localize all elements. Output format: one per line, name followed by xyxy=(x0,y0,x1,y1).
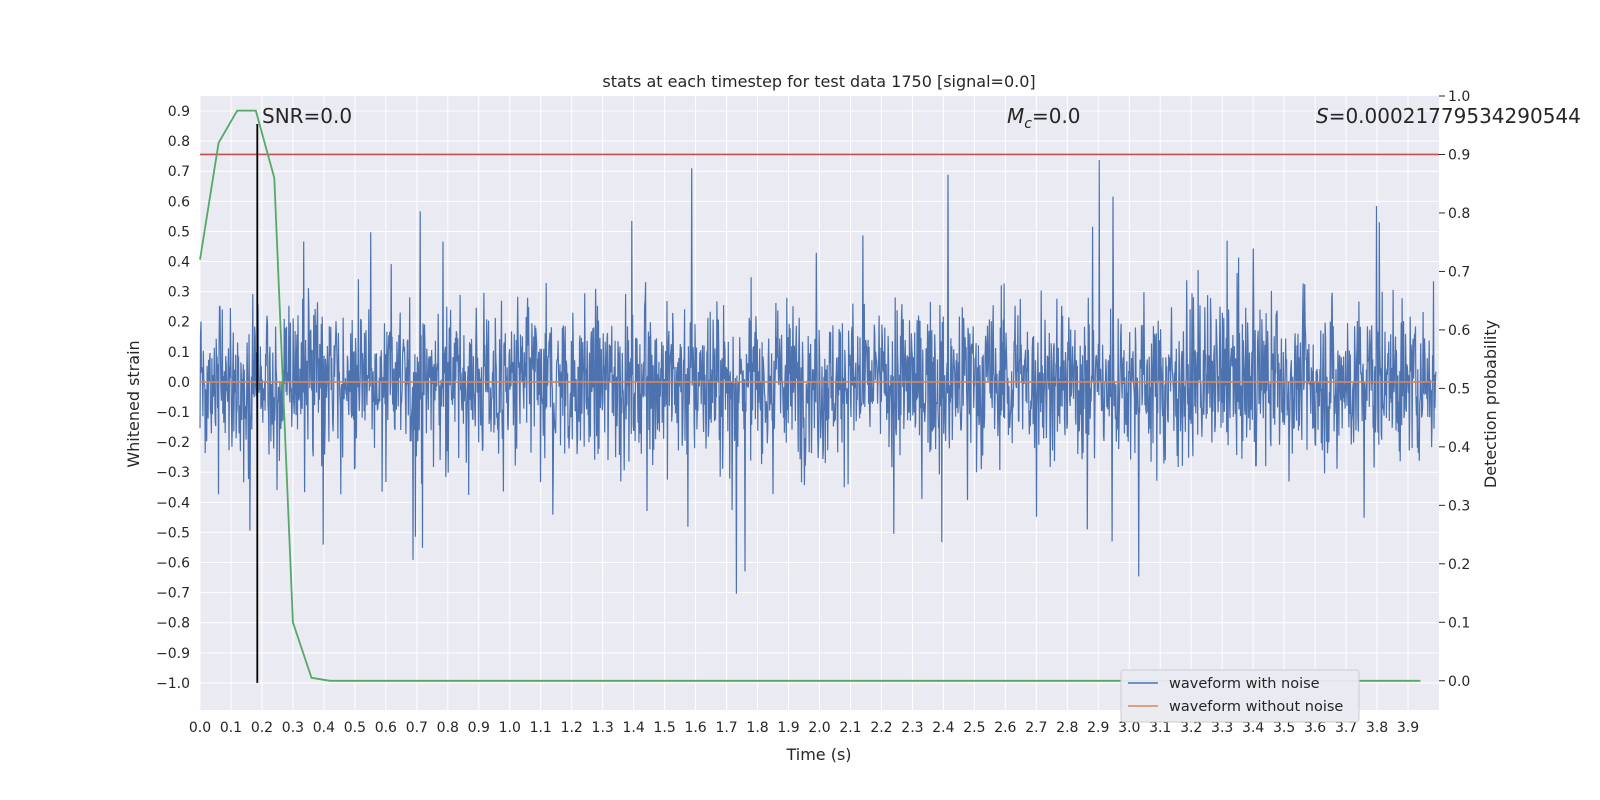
x-tick-label: 3.6 xyxy=(1304,720,1326,736)
x-tick-label: 1.2 xyxy=(561,720,583,736)
x-tick-label: 0.7 xyxy=(406,720,428,736)
y-tick-label: −0.4 xyxy=(156,495,190,511)
x-tick-label: 2.3 xyxy=(901,720,923,736)
y-tick-label: 0.5 xyxy=(168,224,190,240)
series-lines xyxy=(199,109,1439,683)
noise-series xyxy=(199,159,1437,594)
y2-tick-label: 0.2 xyxy=(1448,557,1470,573)
y-axis-label: Whitened strain xyxy=(124,340,143,467)
x-tick-label: 0.4 xyxy=(313,720,335,736)
x-tick-label: 2.6 xyxy=(994,720,1016,736)
y2-tick-label: 0.8 xyxy=(1448,206,1470,222)
y-tick-label: 0.9 xyxy=(168,104,190,120)
x-tick-label: 2.7 xyxy=(1025,720,1047,736)
y2-tick-label: 0.6 xyxy=(1448,323,1470,339)
x-tick-label: 3.9 xyxy=(1397,720,1419,736)
x-tick-label: 3.0 xyxy=(1118,720,1140,736)
x-tick-label: 2.0 xyxy=(808,720,830,736)
x-tick-label: 2.9 xyxy=(1087,720,1109,736)
mc-symbol: M xyxy=(1007,104,1024,128)
x-tick-label: 3.5 xyxy=(1273,720,1295,736)
y-tick-label: 0.4 xyxy=(168,255,190,271)
mc-annotation: Mc=0.0 xyxy=(1007,104,1081,132)
x-tick-label: 1.4 xyxy=(623,720,645,736)
y-tick-label: 0.0 xyxy=(168,375,190,391)
x-tick-label: 1.0 xyxy=(499,720,521,736)
y-tick-label: −0.2 xyxy=(156,435,190,451)
x-tick-label: 3.3 xyxy=(1211,720,1233,736)
x-tick-label: 3.1 xyxy=(1149,720,1171,736)
s-symbol: S xyxy=(1316,104,1329,128)
y-tick-label: 0.7 xyxy=(168,164,190,180)
x-tick-label: 3.2 xyxy=(1180,720,1202,736)
x-tick-label: 2.8 xyxy=(1056,720,1078,736)
x-tick-label: 1.1 xyxy=(530,720,552,736)
y-tick-label: −0.5 xyxy=(156,525,190,541)
detection-probability-line xyxy=(199,109,1421,682)
x-tick-label: 1.3 xyxy=(592,720,614,736)
y2-tick-label: 0.3 xyxy=(1448,498,1470,514)
x-tick-label: 2.5 xyxy=(963,720,985,736)
y-tick-label: 0.1 xyxy=(168,345,190,361)
x-tick-label: 0.6 xyxy=(375,720,397,736)
x-tick-label: 0.8 xyxy=(437,720,459,736)
y2-tick-label: 0.4 xyxy=(1448,440,1470,456)
y2-tick-label: 1.0 xyxy=(1448,89,1470,105)
legend-box xyxy=(1120,669,1360,723)
x-ticks: 0.0 0.1 0.2 0.3 0.4 0.5 0.6 0.7 0.8 0.9 1.0 1.1 1.2 1… xyxy=(189,720,1419,736)
x-tick-label: 1.6 xyxy=(684,720,706,736)
legend-label-noise: waveform with noise xyxy=(1169,676,1320,692)
y2-tick-label: 0.9 xyxy=(1448,147,1470,163)
y-tick-label: −0.9 xyxy=(156,646,190,662)
y-ticks: 0.9 0.8 0.7 0.6 0.5 0.4 0.3 0.2 0.1 0.0 −0.1 −0.2 −0… xyxy=(156,104,190,692)
x-tick-label: 1.7 xyxy=(715,720,737,736)
x-tick-label: 2.2 xyxy=(870,720,892,736)
x-tick-label: 0.3 xyxy=(282,720,304,736)
x-tick-label: 1.5 xyxy=(653,720,675,736)
y-tick-label: −1.0 xyxy=(156,676,190,692)
x-tick-label: 2.1 xyxy=(839,720,861,736)
s-value: =0.00021779534290544 xyxy=(1329,104,1581,128)
x-tick-label: 0.2 xyxy=(251,720,273,736)
y-tick-label: 0.8 xyxy=(168,134,190,150)
s-annotation: S=0.00021779534290544 xyxy=(1316,104,1581,128)
noisy-waveform-line xyxy=(199,159,1437,594)
y2-tick-label: 0.0 xyxy=(1448,674,1470,690)
legend-label-clean: waveform without noise xyxy=(1169,699,1343,715)
chart-title: stats at each timestep for test data 175… xyxy=(602,72,1035,91)
y-tick-label: −0.3 xyxy=(156,465,190,481)
snr-annotation: SNR=0.0 xyxy=(262,104,352,128)
x-tick-label: 3.4 xyxy=(1242,720,1264,736)
y-tick-label: −0.1 xyxy=(156,405,190,421)
y-tick-label: 0.3 xyxy=(168,285,190,301)
x-tick-label: 1.9 xyxy=(777,720,799,736)
y2-ticks: 1.0 0.9 0.8 0.7 0.6 0.5 0.4 0.3 0.2 0.1 0.0 xyxy=(1439,89,1470,690)
x-tick-label: 0.9 xyxy=(468,720,490,736)
mc-value: =0.0 xyxy=(1032,104,1081,128)
y2-tick-label: 0.5 xyxy=(1448,381,1470,397)
y-tick-label: −0.7 xyxy=(156,586,190,602)
y-tick-label: −0.6 xyxy=(156,556,190,572)
mc-subscript: c xyxy=(1024,116,1032,132)
y2-tick-label: 0.1 xyxy=(1448,615,1470,631)
x-tick-label: 2.4 xyxy=(932,720,954,736)
x-tick-label: 0.1 xyxy=(220,720,242,736)
x-tick-label: 1.8 xyxy=(746,720,768,736)
y2-tick-label: 0.7 xyxy=(1448,264,1470,280)
y-tick-label: −0.8 xyxy=(156,616,190,632)
x-tick-label: 3.7 xyxy=(1335,720,1357,736)
y-tick-label: 0.6 xyxy=(168,194,190,210)
x-axis-label: Time (s) xyxy=(785,745,851,764)
y2-axis-label: Detection probability xyxy=(1481,320,1500,488)
legend: waveform with noise waveform without noi… xyxy=(1120,669,1360,723)
x-tick-label: 0.5 xyxy=(344,720,366,736)
y-tick-label: 0.2 xyxy=(168,315,190,331)
x-tick-label: 0.0 xyxy=(189,720,211,736)
x-tick-label: 3.8 xyxy=(1366,720,1388,736)
